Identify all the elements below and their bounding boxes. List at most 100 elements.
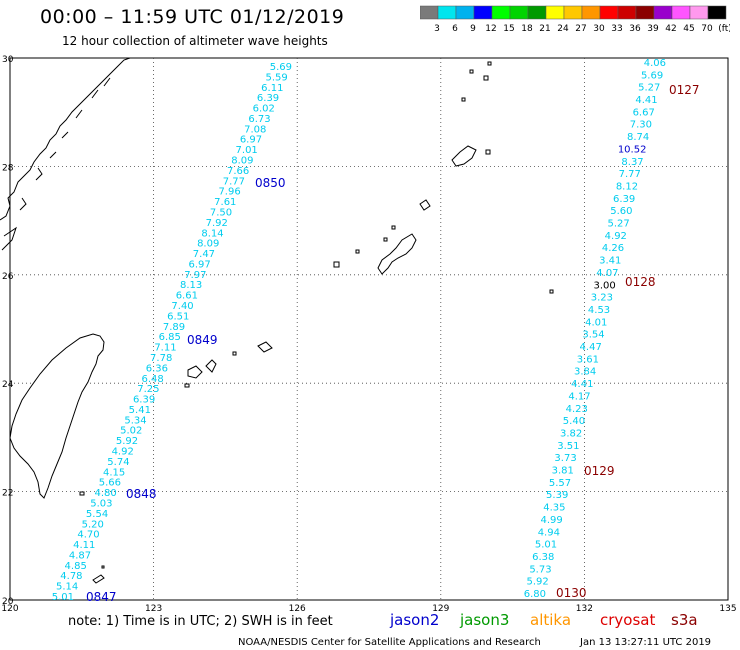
longitude-label: 132 [576, 604, 593, 614]
tokunoshima-island [419, 199, 431, 211]
wave-height-value: 5.01 [535, 540, 557, 551]
wave-height-value: 3.00 [594, 280, 616, 291]
wave-height-value: 6.51 [167, 311, 189, 322]
islet [257, 341, 273, 353]
scale-label: 15 [503, 24, 514, 34]
wave-height-value: 3.81 [552, 466, 574, 477]
wave-height-value: 5.02 [120, 426, 142, 437]
pass-time-label: 0847 [86, 590, 117, 604]
amami-island [451, 145, 477, 167]
wave-height-value: 4.41 [635, 95, 657, 106]
wave-height-value: 4.92 [112, 447, 134, 458]
longitude-label: 120 [1, 604, 18, 614]
okinawa-island [377, 233, 417, 275]
islet [79, 491, 85, 496]
satellite-track-west: 5.695.596.116.396.026.737.086.977.018.09… [52, 62, 292, 604]
iriomote-island [184, 383, 190, 388]
wave-height-value: 5.73 [529, 564, 551, 575]
wave-height-value: 5.69 [641, 70, 663, 81]
wave-height-value: 8.12 [616, 181, 638, 192]
wave-height-value: 5.40 [563, 416, 585, 427]
wave-height-value: 5.27 [607, 219, 629, 230]
wave-height-value: 8.14 [201, 228, 223, 239]
wave-height-value: 5.69 [270, 62, 292, 73]
wave-height-value: 5.27 [638, 83, 660, 94]
wave-height-value: 4.11 [73, 540, 95, 551]
pass-time-label: 0850 [255, 176, 286, 190]
wave-height-value: 7.30 [630, 120, 652, 131]
islet [355, 249, 360, 254]
wave-height-value: 5.14 [56, 582, 78, 593]
wave-height-value: 4.99 [540, 515, 562, 526]
scale-label: 12 [485, 24, 496, 34]
pass-time-label: 0849 [187, 333, 218, 347]
wave-height-value: 4.85 [65, 561, 87, 572]
scale-label: 18 [521, 24, 533, 34]
wave-height-value: 6.02 [253, 104, 275, 115]
wave-height-value: 4.35 [543, 503, 565, 514]
islet [232, 351, 237, 356]
satellite-track-east: 4.065.695.274.416.677.308.7410.528.377.7… [524, 58, 700, 600]
wave-height-value: 7.78 [150, 353, 172, 364]
taiwan-island [9, 333, 105, 499]
scale-label: 3 [434, 24, 440, 34]
islet [487, 61, 492, 66]
scale-label: 21 [539, 24, 550, 34]
wave-height-value: 4.06 [644, 58, 666, 69]
wave-height-value: 3.23 [591, 293, 613, 304]
wave-height-value: 5.20 [82, 519, 104, 530]
wave-height-value: 4.78 [60, 571, 82, 582]
pass-time-label: 0127 [669, 83, 700, 97]
wave-height-value: 3.82 [560, 428, 582, 439]
wave-height-value: 6.36 [146, 363, 168, 374]
wave-height-value: 3.41 [599, 256, 621, 267]
wave-height-value: 6.11 [261, 83, 283, 94]
scale-label: 70 [701, 24, 713, 34]
wave-height-value: 4.53 [588, 305, 610, 316]
wave-height-value: 4.23 [566, 404, 588, 415]
wave-height-value: 6.61 [176, 291, 198, 302]
pass-time-label: 0129 [584, 464, 615, 478]
wave-height-value: 8.37 [621, 157, 643, 168]
wave-height-value: 3.51 [557, 441, 579, 452]
satellite-legend: note: 1) Time is in UTC; 2) SWH is in fe… [68, 611, 711, 648]
wave-height-value: 6.73 [248, 114, 270, 125]
credit-line: NOAA/NESDIS Center for Satellite Applica… [238, 637, 541, 648]
generated-timestamp: Jan 13 13:27:11 UTC 2019 [579, 637, 711, 648]
satellite-legend-cryosat: cryosat [600, 611, 655, 629]
islet [485, 149, 491, 155]
wave-height-value: 6.39 [257, 93, 279, 104]
satellite-legend-s3a: s3a [671, 611, 698, 629]
wave-height-value: 7.89 [163, 322, 185, 333]
scale-label: 45 [683, 24, 694, 34]
scale-label: 39 [647, 24, 659, 34]
wave-height-value: 5.92 [527, 577, 549, 588]
wave-height-value: 7.40 [171, 301, 193, 312]
page-title: 00:00 – 11:59 UTC 01/12/2019 [40, 6, 345, 28]
wave-height-value: 4.94 [538, 527, 560, 538]
wave-height-value: 7.92 [206, 218, 228, 229]
wave-height-value: 6.85 [159, 332, 181, 343]
wave-height-value: 6.39 [613, 194, 635, 205]
wave-height-value: 7.77 [619, 169, 641, 180]
scale-label: 6 [452, 24, 458, 34]
wave-height-value: 7.97 [184, 270, 206, 281]
coastline [0, 57, 554, 584]
wave-height-value: 7.77 [223, 176, 245, 187]
wave-height-value: 4.07 [596, 268, 618, 279]
wave-height-value: 4.80 [94, 488, 116, 499]
wave-height-value: 6.48 [141, 374, 163, 385]
wave-height-value: 7.61 [214, 197, 236, 208]
ishigaki-island [187, 365, 203, 379]
longitude-label: 126 [289, 604, 306, 614]
latitude-label: 24 [2, 380, 14, 390]
wave-height-value: 6.39 [133, 395, 155, 406]
scale-label: 24 [557, 24, 569, 34]
wave-height-value: 8.74 [627, 132, 649, 143]
wave-height-value: 5.66 [99, 478, 121, 489]
wave-height-value: 3.84 [574, 367, 596, 378]
wave-height-value: 4.92 [605, 231, 627, 242]
